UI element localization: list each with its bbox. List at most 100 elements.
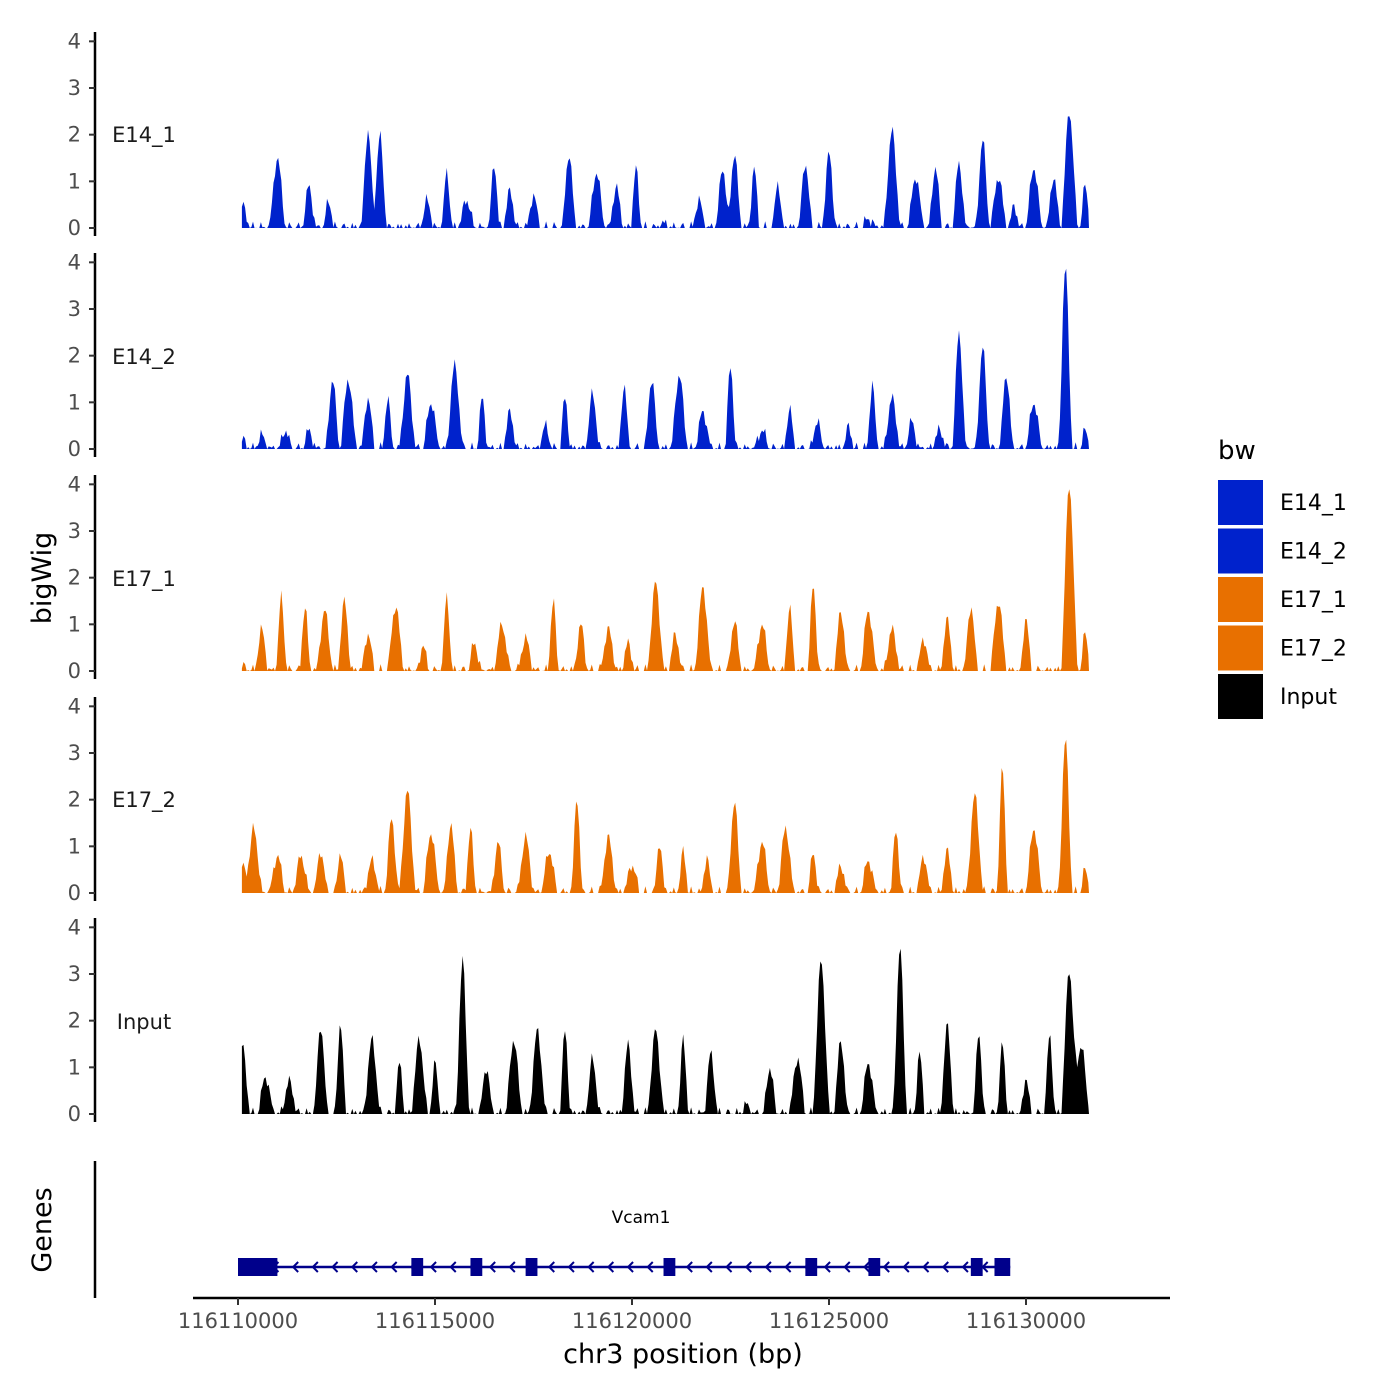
strand-arrow bbox=[646, 1261, 654, 1273]
x-tick-label: 116125000 bbox=[769, 1309, 889, 1333]
legend-label: E14_1 bbox=[1280, 491, 1347, 516]
gene-exon bbox=[868, 1258, 881, 1276]
legend-swatch bbox=[1218, 577, 1263, 622]
gene-track: Vcam1 bbox=[93, 1161, 1011, 1298]
strand-arrow bbox=[567, 1261, 575, 1273]
strand-arrow bbox=[429, 1261, 437, 1273]
y-tick-label: 4 bbox=[68, 915, 81, 939]
track-E14_1: 0 1 2 3 4 E14_1 bbox=[68, 29, 1089, 240]
y-tick-label: 0 bbox=[68, 216, 81, 240]
y-tick-label: 3 bbox=[68, 519, 81, 543]
gene-exon bbox=[470, 1258, 483, 1276]
track-label: E17_2 bbox=[112, 788, 176, 813]
gene-exon bbox=[663, 1258, 676, 1276]
track-E14_2: 0 1 2 3 4 E14_2 bbox=[68, 250, 1089, 461]
coverage-area-E17_1 bbox=[241, 489, 1089, 671]
legend-label: Input bbox=[1280, 685, 1337, 710]
legend-label: E17_1 bbox=[1280, 588, 1347, 613]
strand-arrow bbox=[882, 1261, 890, 1273]
y-tick-label: 4 bbox=[68, 29, 81, 53]
strand-arrow bbox=[922, 1261, 930, 1273]
strand-arrow bbox=[606, 1261, 615, 1273]
y-tick-label: 0 bbox=[68, 881, 81, 905]
strand-arrow bbox=[823, 1261, 831, 1273]
x-axis: 116110000 116115000 116120000 116125000 1161… bbox=[178, 1296, 1170, 1333]
y-tick-label: 1 bbox=[68, 612, 81, 636]
strand-arrow bbox=[488, 1261, 496, 1273]
track-label: Input bbox=[117, 1010, 171, 1034]
legend-swatch bbox=[1218, 480, 1263, 525]
strand-arrow bbox=[390, 1261, 398, 1273]
coverage-area-E17_2 bbox=[241, 739, 1089, 893]
track-label: E14_2 bbox=[112, 345, 176, 370]
y-tick-label: 0 bbox=[68, 1102, 81, 1126]
legend-label: E17_2 bbox=[1280, 637, 1347, 662]
strand-arrow bbox=[744, 1261, 752, 1273]
y-tick-label: 0 bbox=[68, 659, 81, 683]
strand-arrow bbox=[626, 1261, 634, 1273]
x-tick-label: 116110000 bbox=[178, 1309, 298, 1333]
y-tick-label: 2 bbox=[68, 344, 81, 368]
y-tick-label: 2 bbox=[68, 1009, 81, 1033]
y-tick-label: 3 bbox=[68, 297, 81, 321]
strand-arrow bbox=[685, 1261, 693, 1273]
legend-swatch bbox=[1218, 625, 1263, 671]
strand-arrow bbox=[587, 1261, 595, 1273]
strand-arrow bbox=[863, 1261, 871, 1273]
strand-arrow bbox=[705, 1261, 713, 1273]
coverage-area-E14_2 bbox=[241, 268, 1089, 449]
y-tick-label: 1 bbox=[68, 390, 81, 414]
coverage-tracks: 0 1 2 3 4 E14_1 0 1 2 3 4 E14_2 0 1 2 3 4 E17_1 0 1 2 3 4 E17_2… bbox=[68, 29, 1089, 1126]
legend-swatch bbox=[1218, 674, 1263, 719]
x-axis-title: chr3 position (bp) bbox=[563, 1339, 803, 1370]
track-Input: 0 1 2 3 4 Input bbox=[68, 915, 1089, 1126]
strand-arrow bbox=[941, 1261, 949, 1273]
coverage-area-E14_1 bbox=[241, 116, 1089, 228]
strand-arrow bbox=[902, 1261, 910, 1273]
gene-track-title: Genes bbox=[27, 1187, 58, 1272]
y-tick-label: 0 bbox=[68, 437, 81, 461]
y-tick-label: 2 bbox=[68, 566, 81, 590]
y-axis-title: bigWig bbox=[27, 532, 58, 625]
y-tick-label: 1 bbox=[68, 834, 81, 858]
legend-swatch bbox=[1218, 528, 1263, 574]
gene-exon bbox=[970, 1258, 983, 1276]
y-tick-label: 1 bbox=[68, 1055, 81, 1079]
strand-arrow bbox=[764, 1261, 772, 1273]
legend-label: E14_2 bbox=[1280, 540, 1347, 565]
strand-arrow bbox=[961, 1261, 969, 1273]
coverage-area-Input bbox=[241, 948, 1089, 1114]
legend-title: bw bbox=[1218, 436, 1256, 466]
strand-arrow bbox=[311, 1261, 319, 1273]
gene-exon bbox=[994, 1258, 1011, 1276]
legend: bw E14_1 E14_2 E17_1 E17_2 Input bbox=[1218, 436, 1347, 719]
strand-arrow bbox=[843, 1261, 851, 1273]
x-tick-label: 116120000 bbox=[572, 1309, 692, 1333]
y-tick-label: 3 bbox=[68, 741, 81, 765]
y-tick-label: 3 bbox=[68, 962, 81, 986]
track-E17_2: 0 1 2 3 4 E17_2 bbox=[68, 694, 1089, 905]
gene-exon bbox=[805, 1258, 818, 1276]
strand-arrow bbox=[547, 1261, 555, 1273]
y-tick-label: 4 bbox=[68, 250, 81, 274]
track-label: E17_1 bbox=[112, 567, 176, 592]
y-tick-label: 2 bbox=[68, 788, 81, 812]
y-tick-label: 2 bbox=[68, 123, 81, 147]
y-tick-label: 1 bbox=[68, 169, 81, 193]
gene-exon bbox=[525, 1258, 538, 1276]
gene-name: Vcam1 bbox=[612, 1208, 671, 1228]
x-tick-label: 116115000 bbox=[375, 1309, 495, 1333]
x-tick-label: 116130000 bbox=[966, 1309, 1086, 1333]
strand-arrow bbox=[449, 1261, 457, 1273]
y-tick-label: 3 bbox=[68, 76, 81, 100]
strand-arrow bbox=[331, 1261, 339, 1273]
gene-exon bbox=[238, 1258, 278, 1276]
strand-arrow bbox=[784, 1261, 792, 1273]
strand-arrow bbox=[291, 1261, 299, 1273]
y-tick-label: 4 bbox=[68, 472, 81, 496]
y-tick-label: 4 bbox=[68, 694, 81, 718]
track-label: E14_1 bbox=[112, 123, 176, 148]
strand-arrow bbox=[350, 1261, 358, 1273]
strand-arrow bbox=[370, 1261, 378, 1273]
